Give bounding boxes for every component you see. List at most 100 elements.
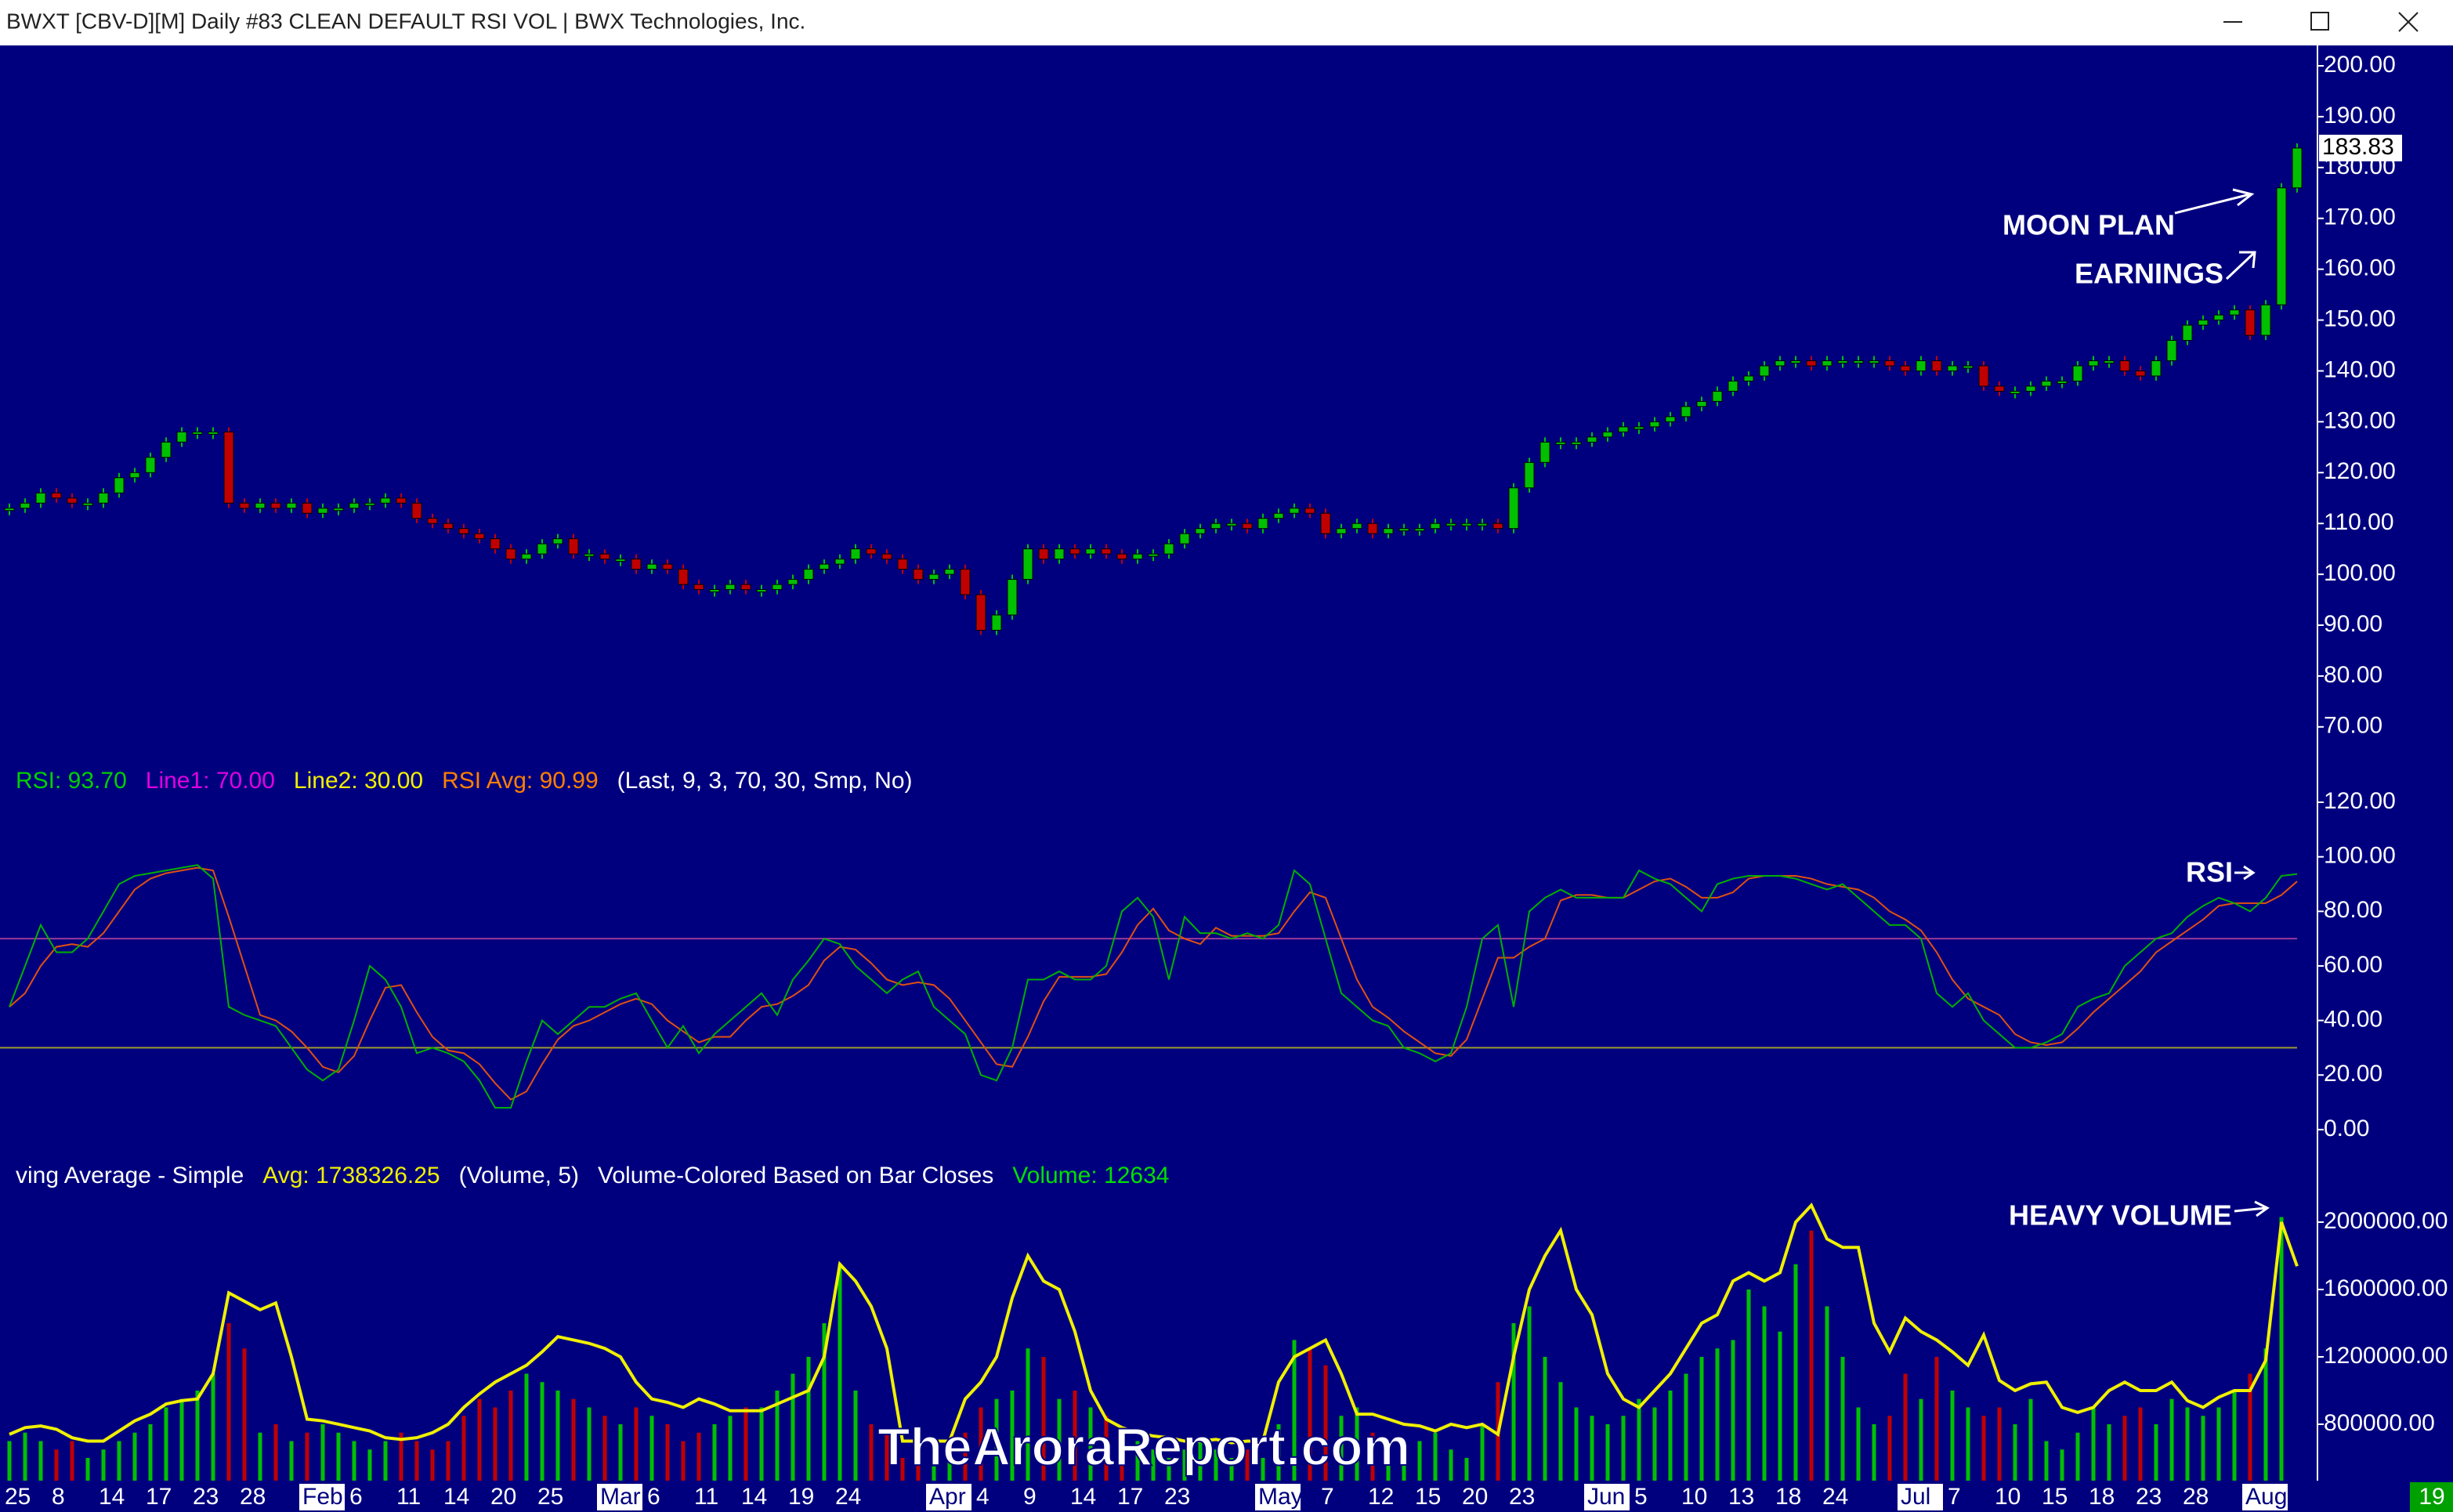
x-tick-label: 6 [647,1484,660,1510]
legend-entry: Line1: 70.00 [146,768,275,794]
volume-bar [132,1432,137,1481]
candle [192,431,203,435]
arrow [2174,188,2255,215]
y-tick-label: 200.00 [2324,52,2396,78]
volume-bar [1919,1398,1923,1481]
arrow [2225,251,2256,280]
x-tick-label: 15 [2042,1484,2068,1510]
volume-bar [2138,1407,2143,1481]
x-tick-label: 12 [1368,1484,1394,1510]
candle [51,492,62,499]
volume-bar [681,1441,686,1481]
volume-bar [728,1416,733,1481]
candle [1931,360,1942,371]
volume-bar [571,1398,576,1481]
candle [2072,365,2083,382]
month-box [597,1484,642,1510]
candle [2151,360,2162,377]
candle [2057,380,2068,384]
candle [1555,441,1566,445]
volume-bar [336,1432,341,1481]
candle [1242,523,1253,530]
maximize-button[interactable] [2310,12,2329,31]
x-tick-label: 14 [1070,1484,1096,1510]
y-tick-label: 190.00 [2324,103,2396,128]
volume-bar [1825,1306,1829,1481]
legend-entry: Volume-Colored Based on Bar Closes [598,1163,993,1188]
volume-bar [54,1449,59,1481]
annotation: EARNINGS [2075,258,2223,290]
volume-bar [2028,1398,2033,1481]
y-tick-label: 60.00 [2324,952,2382,978]
y-tick-label: 0.00 [2324,1116,2369,1141]
volume-bar [932,1466,936,1481]
volume-bar [1856,1407,1861,1481]
candle [161,441,172,458]
month-box [1898,1484,1943,1510]
volume-bar [2248,1373,2252,1481]
y-tick-label: 110.00 [2324,509,2394,535]
volume-bar [1292,1340,1297,1481]
candle [975,594,986,631]
candle [1492,523,1503,530]
x-tick-label: 9 [1023,1484,1037,1510]
volume-bar [947,1457,952,1481]
volume-bar [1355,1407,1359,1481]
volume-bar [775,1390,780,1481]
candle [82,502,93,506]
candle [1038,548,1049,560]
volume-bar [1449,1449,1453,1481]
volume-bar [1480,1423,1485,1481]
x-tick-label: 10 [1995,1484,2021,1510]
x-tick-label: 20 [490,1484,516,1510]
volume-bar [900,1457,905,1481]
volume-bar [634,1407,639,1481]
candle [1430,523,1441,530]
volume-bar [1057,1398,1062,1481]
volume-bar [2154,1423,2158,1481]
volume-bar [587,1407,592,1481]
candle [1602,431,1613,438]
volume-bar [1245,1449,1250,1481]
x-tick-label: Jul [1901,1484,1930,1510]
candle [693,584,704,591]
volume-bar [2185,1407,2190,1481]
candle [317,508,328,514]
volume-bar [1088,1407,1093,1481]
window-title: BWXT [CBV-D][M] Daily #83 CLEAN DEFAULT … [6,9,805,33]
volume-bar [164,1407,168,1481]
candle [4,508,15,512]
volume-bar [1167,1457,1171,1481]
candle [1273,512,1284,519]
arrow [2234,865,2256,881]
volume-bar [2091,1407,2096,1481]
volume-bar [555,1390,560,1481]
close-button[interactable] [2398,12,2419,32]
candle [1508,487,1519,530]
x-tick-label: 14 [443,1484,469,1510]
volume-bar [2107,1423,2111,1481]
volume-bar [1684,1373,1688,1481]
volume-bar [1323,1365,1328,1481]
x-tick-label: 6 [349,1484,363,1510]
candle [255,502,266,509]
volume-bar [23,1432,27,1481]
volume-bar [2216,1407,2221,1481]
y-tick-label: 120.00 [2324,788,2396,814]
volume-bar [352,1441,356,1481]
volume-bar [1261,1457,1265,1481]
month-box [1255,1484,1301,1510]
y-tick-label: 20.00 [2324,1061,2382,1087]
annotation: MOON PLAN [2003,209,2175,241]
candle [1132,553,1143,560]
candle [1383,528,1394,534]
candle [615,559,626,562]
candle [2229,309,2240,316]
volume-bar [477,1398,482,1481]
title-bar [0,0,2453,45]
candle [2104,360,2115,364]
x-tick-label: 5 [1634,1484,1648,1510]
candle [1163,543,1174,555]
volume-bar [791,1373,795,1481]
